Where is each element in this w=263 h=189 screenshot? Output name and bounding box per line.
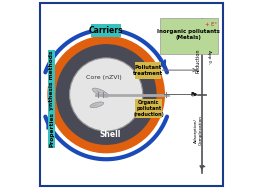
Circle shape [57, 45, 156, 144]
Text: + E°: + E° [205, 22, 217, 27]
FancyBboxPatch shape [135, 62, 161, 80]
Text: Shell: Shell [99, 130, 121, 139]
Ellipse shape [90, 102, 104, 108]
Circle shape [70, 58, 143, 131]
Ellipse shape [92, 88, 109, 97]
Text: App 0-: App 0- [207, 50, 211, 64]
Text: Adsorption/
Complexation: Adsorption/ Complexation [194, 115, 203, 145]
Text: Inorganic pollutants
(Metals): Inorganic pollutants (Metals) [157, 29, 220, 40]
FancyBboxPatch shape [160, 18, 218, 54]
Text: Carriers: Carriers [89, 26, 123, 35]
FancyBboxPatch shape [91, 24, 121, 37]
Text: Organic
pollutant
(reduction): Organic pollutant (reduction) [134, 100, 164, 117]
Text: Synthesis methods: Synthesis methods [49, 50, 54, 114]
Text: Properties: Properties [49, 112, 54, 147]
Text: Core (nZVI): Core (nZVI) [87, 75, 122, 80]
FancyBboxPatch shape [135, 99, 163, 118]
Text: Reduction: Reduction [196, 49, 201, 73]
Circle shape [48, 36, 164, 153]
FancyBboxPatch shape [40, 3, 223, 186]
Text: Pollutant
treatment: Pollutant treatment [133, 65, 163, 76]
Text: Fe: Fe [190, 92, 197, 97]
